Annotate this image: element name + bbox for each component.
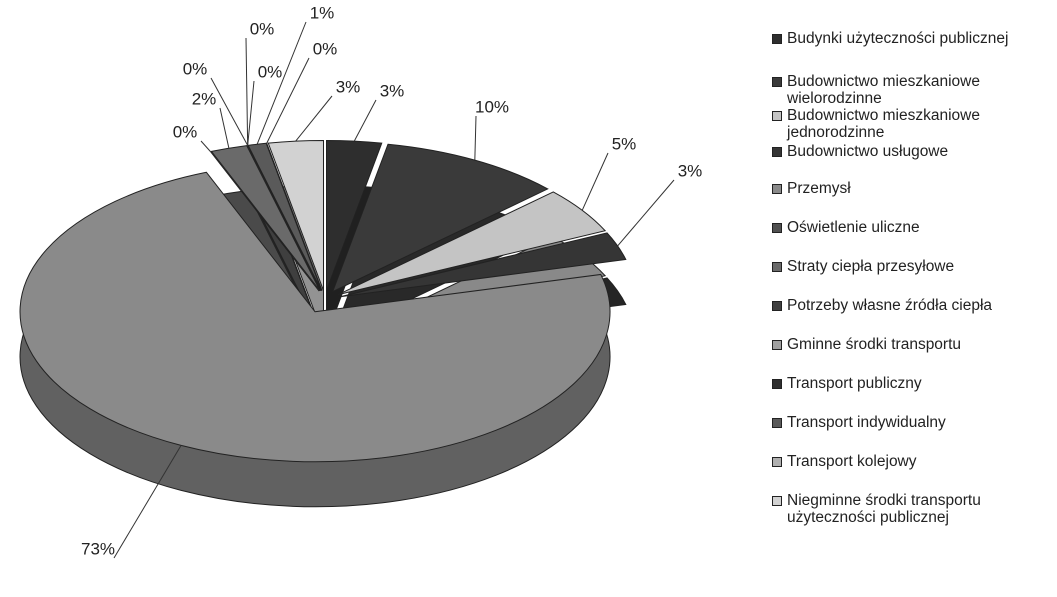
- data-label: 73%: [81, 539, 115, 558]
- leader-line: [210, 77, 249, 146]
- slice: [267, 139, 324, 291]
- legend-item: Transport kolejowy: [772, 453, 1052, 470]
- legend-swatch: [772, 301, 782, 311]
- slice: [326, 139, 383, 291]
- legend-swatch: [772, 184, 782, 194]
- leader-line: [581, 152, 609, 211]
- leader-line: [295, 95, 333, 142]
- leader-line: [219, 107, 230, 149]
- legend-label: Straty ciepła przesyłowe: [787, 258, 955, 275]
- legend-item: Straty ciepła przesyłowe: [772, 258, 1052, 275]
- legend-label: Oświetlenie uliczne: [787, 219, 920, 236]
- leader-line: [113, 445, 182, 559]
- legend-swatch: [772, 147, 782, 157]
- legend-label: Gminne środki transportu: [787, 336, 962, 353]
- slice: [19, 171, 611, 463]
- legend-label: Transport indywidualny: [787, 414, 946, 431]
- legend-label: Budownictwo mieszkaniowe wielorodzinne: [787, 73, 980, 107]
- legend-item: Transport publiczny: [772, 375, 1052, 392]
- data-label: 5%: [612, 134, 637, 153]
- legend-swatch: [772, 418, 782, 428]
- legend-item: Oświetlenie uliczne: [772, 219, 1052, 236]
- leader-line: [353, 99, 377, 142]
- slice-tops: [19, 139, 627, 463]
- slice: [210, 151, 320, 292]
- legend-swatch: [772, 496, 782, 506]
- legend-label: Budownictwo mieszkaniowe jednorodzinne: [787, 107, 980, 141]
- legend-swatch: [772, 262, 782, 272]
- leader-line: [247, 80, 255, 146]
- legend-item: Budownictwo usługowe: [772, 143, 1052, 160]
- legend-swatch: [772, 34, 782, 44]
- data-label: 0%: [183, 59, 208, 78]
- legend-swatch: [772, 223, 782, 233]
- data-label: 0%: [173, 122, 198, 141]
- slice: [339, 232, 627, 298]
- data-label: 0%: [313, 39, 338, 58]
- legend-item: Budownictwo mieszkaniowe jednorodzinne: [772, 107, 1052, 141]
- leader-line: [474, 115, 477, 161]
- data-label: 10%: [475, 97, 509, 116]
- data-label: 3%: [678, 161, 703, 180]
- legend-item: Transport indywidualny: [772, 414, 1052, 431]
- data-label: 0%: [258, 62, 283, 81]
- leader-line: [617, 179, 675, 247]
- legend-swatch: [772, 111, 782, 121]
- leader-line: [256, 21, 307, 145]
- legend-label: Transport publiczny: [787, 375, 922, 392]
- leader-line: [245, 37, 249, 146]
- legend-swatch: [772, 457, 782, 467]
- legend-swatch: [772, 77, 782, 87]
- slice: [331, 143, 549, 293]
- legend-swatch: [772, 379, 782, 389]
- data-label: 3%: [380, 81, 405, 100]
- legend-item: Gminne środki transportu: [772, 336, 1052, 353]
- legend-label: Budynki użyteczności publicznej: [787, 30, 1009, 47]
- leader-line: [200, 140, 211, 152]
- data-label: 0%: [250, 19, 275, 38]
- legend-label: Transport kolejowy: [787, 453, 917, 470]
- data-label: 1%: [310, 3, 335, 22]
- legend-label: Budownictwo usługowe: [787, 143, 949, 160]
- slice: [338, 191, 607, 296]
- legend-item: Przemysł: [772, 180, 1052, 197]
- legend: Budynki użyteczności publicznej Budownict…: [772, 30, 1052, 526]
- data-label: 3%: [336, 77, 361, 96]
- legend-item: Budynki użyteczności publicznej: [772, 30, 1052, 47]
- legend-item: Potrzeby własne źródła ciepła: [772, 297, 1052, 314]
- legend-label: Przemysł: [787, 180, 851, 197]
- leader-line: [266, 57, 310, 144]
- legend-item: Niegminne środki transportu użyteczności…: [772, 492, 1052, 526]
- legend-swatch: [772, 340, 782, 350]
- data-label: 2%: [192, 89, 217, 108]
- legend-label: Niegminne środki transportu użyteczności…: [787, 492, 981, 526]
- legend-item: Budownictwo mieszkaniowe wielorodzinne: [772, 73, 1052, 107]
- legend-label: Potrzeby własne źródła ciepła: [787, 297, 993, 314]
